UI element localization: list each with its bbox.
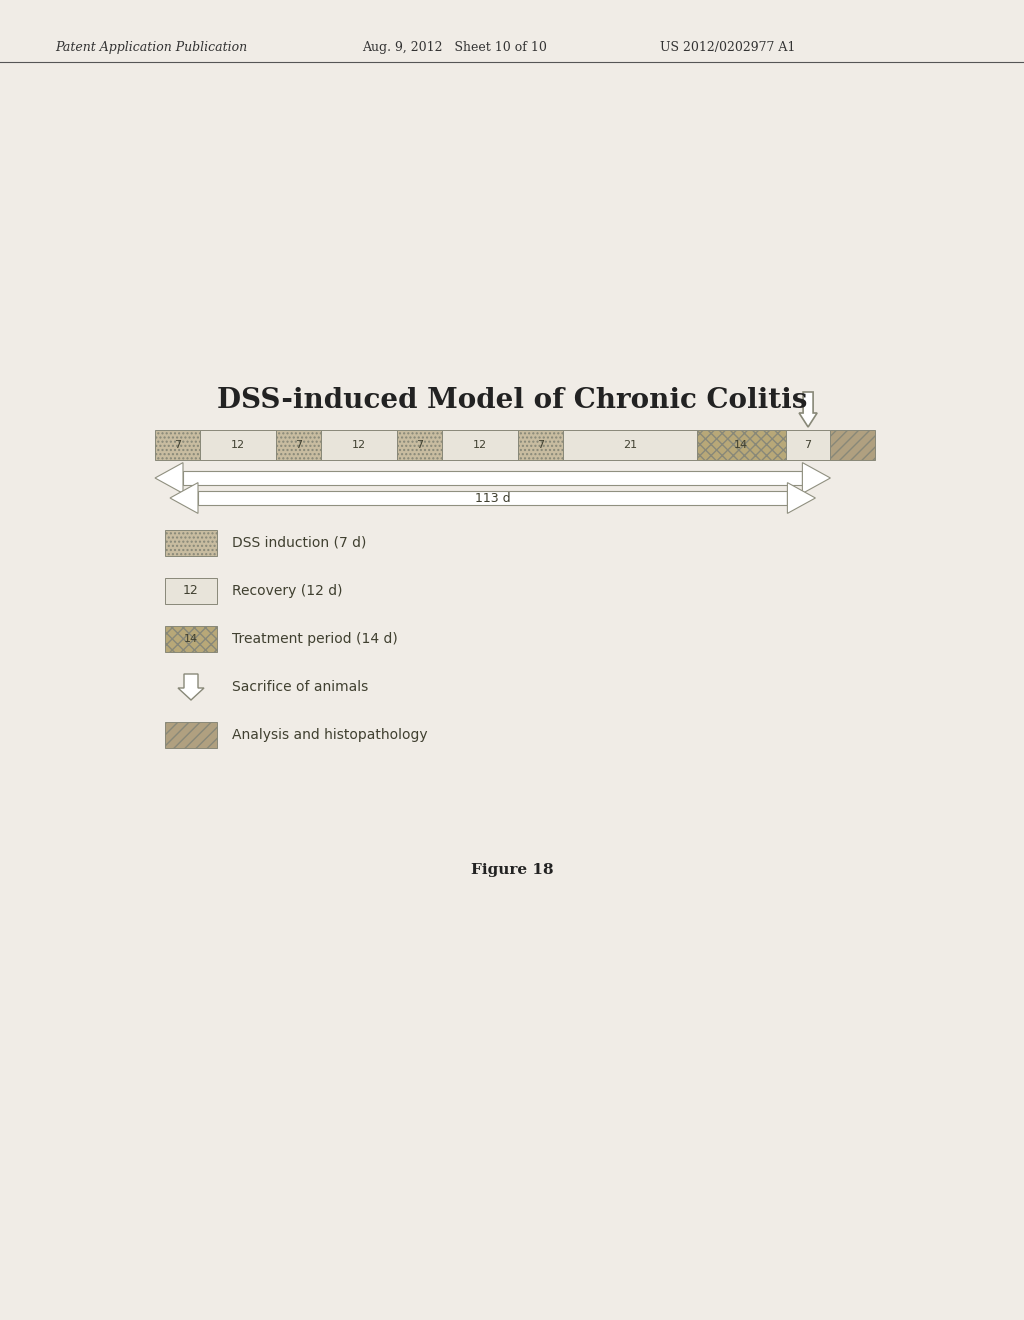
Bar bbox=[785, 430, 830, 459]
Text: 14: 14 bbox=[734, 440, 749, 450]
Text: 113 d: 113 d bbox=[475, 491, 511, 504]
Text: 12: 12 bbox=[183, 585, 199, 598]
Text: 12: 12 bbox=[352, 440, 366, 450]
Text: 7: 7 bbox=[174, 440, 181, 450]
Bar bbox=[165, 722, 217, 748]
Text: 7: 7 bbox=[416, 440, 423, 450]
Text: Sacrifice of animals: Sacrifice of animals bbox=[232, 680, 369, 694]
Polygon shape bbox=[799, 392, 817, 426]
Bar bbox=[397, 430, 441, 459]
Bar bbox=[200, 430, 276, 459]
Polygon shape bbox=[787, 483, 815, 513]
Text: Recovery (12 d): Recovery (12 d) bbox=[232, 583, 342, 598]
Bar bbox=[321, 430, 397, 459]
Bar bbox=[276, 430, 321, 459]
Bar bbox=[563, 430, 696, 459]
Polygon shape bbox=[155, 462, 183, 494]
Text: 12: 12 bbox=[230, 440, 245, 450]
Polygon shape bbox=[183, 471, 803, 484]
Text: US 2012/0202977 A1: US 2012/0202977 A1 bbox=[660, 41, 796, 54]
Bar bbox=[165, 531, 217, 556]
Text: 12: 12 bbox=[473, 440, 487, 450]
Text: 7: 7 bbox=[537, 440, 544, 450]
Bar bbox=[696, 430, 785, 459]
Text: Treatment period (14 d): Treatment period (14 d) bbox=[232, 632, 397, 645]
Polygon shape bbox=[803, 462, 830, 494]
Text: Aug. 9, 2012   Sheet 10 of 10: Aug. 9, 2012 Sheet 10 of 10 bbox=[362, 41, 547, 54]
Text: DSS induction (7 d): DSS induction (7 d) bbox=[232, 536, 367, 550]
Polygon shape bbox=[198, 491, 787, 506]
Text: 21: 21 bbox=[623, 440, 637, 450]
Bar bbox=[830, 430, 874, 459]
Polygon shape bbox=[178, 675, 204, 700]
Text: 14: 14 bbox=[184, 634, 198, 644]
Text: DSS-induced Model of Chronic Colitis: DSS-induced Model of Chronic Colitis bbox=[217, 387, 807, 413]
Text: Patent Application Publication: Patent Application Publication bbox=[55, 41, 247, 54]
Text: 7: 7 bbox=[805, 440, 812, 450]
Text: Figure 18: Figure 18 bbox=[471, 863, 553, 876]
Polygon shape bbox=[170, 483, 198, 513]
Bar bbox=[441, 430, 518, 459]
Bar bbox=[155, 430, 200, 459]
Bar bbox=[165, 578, 217, 605]
Text: 7: 7 bbox=[295, 440, 302, 450]
Bar bbox=[165, 626, 217, 652]
Bar bbox=[518, 430, 563, 459]
Text: Analysis and histopathology: Analysis and histopathology bbox=[232, 729, 428, 742]
